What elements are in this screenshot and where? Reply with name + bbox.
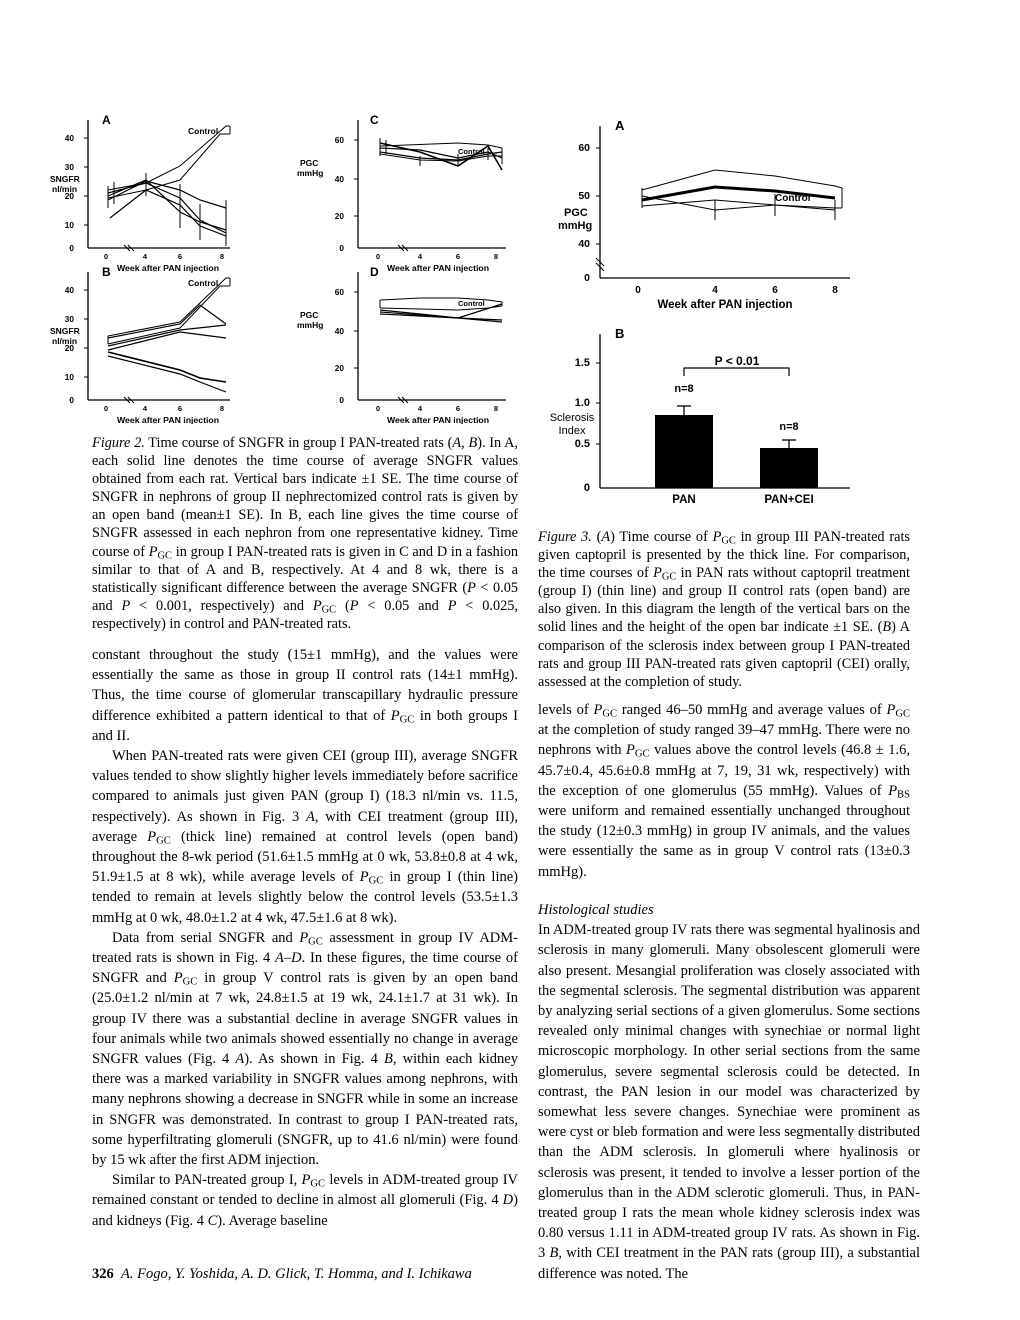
svg-text:8: 8: [220, 252, 224, 261]
svg-text:Control: Control: [188, 126, 218, 136]
svg-text:PGC: PGC: [564, 207, 588, 219]
svg-text:Week after PAN injection: Week after PAN injection: [117, 263, 219, 273]
svg-text:4: 4: [143, 252, 148, 261]
svg-text:0: 0: [104, 404, 108, 413]
svg-text:8: 8: [832, 285, 838, 296]
svg-text:6: 6: [772, 285, 778, 296]
svg-text:mmHg: mmHg: [558, 220, 592, 232]
svg-text:mmHg: mmHg: [297, 320, 323, 330]
svg-text:0: 0: [376, 252, 380, 261]
svg-text:60: 60: [335, 287, 345, 297]
svg-text:SNGFR: SNGFR: [50, 326, 80, 336]
svg-text:60: 60: [578, 142, 590, 154]
svg-text:Week after PAN injection: Week after PAN injection: [657, 299, 792, 311]
svg-text:mmHg: mmHg: [297, 168, 323, 178]
svg-text:0: 0: [376, 404, 380, 413]
svg-text:Week after PAN injection: Week after PAN injection: [387, 415, 489, 424]
svg-text:0: 0: [69, 395, 74, 405]
svg-text:10: 10: [65, 220, 75, 230]
svg-text:0: 0: [339, 395, 344, 405]
svg-text:60: 60: [335, 135, 345, 145]
svg-text:nl/min: nl/min: [52, 184, 77, 194]
svg-text:Index: Index: [559, 425, 586, 437]
svg-text:4: 4: [712, 285, 718, 296]
svg-text:Control: Control: [458, 299, 485, 308]
svg-text:A: A: [102, 113, 111, 127]
svg-text:0: 0: [69, 243, 74, 253]
svg-text:6: 6: [178, 252, 182, 261]
svg-text:PAN: PAN: [672, 494, 695, 506]
svg-text:PGC: PGC: [300, 310, 318, 320]
svg-text:4: 4: [418, 404, 423, 413]
svg-text:D: D: [370, 265, 379, 279]
svg-text:1.5: 1.5: [575, 357, 590, 369]
svg-text:0: 0: [339, 243, 344, 253]
svg-text:10: 10: [65, 372, 75, 382]
svg-text:4: 4: [418, 252, 423, 261]
svg-text:20: 20: [335, 211, 345, 221]
svg-text:1.0: 1.0: [575, 397, 590, 409]
svg-text:SNGFR: SNGFR: [50, 174, 80, 184]
svg-text:nl/min: nl/min: [52, 336, 77, 346]
svg-text:P < 0.01: P < 0.01: [715, 354, 760, 368]
svg-text:C: C: [370, 113, 379, 127]
svg-text:Week after PAN injection: Week after PAN injection: [117, 415, 219, 424]
svg-text:8: 8: [220, 404, 224, 413]
svg-text:0.5: 0.5: [575, 438, 590, 450]
svg-text:8: 8: [494, 252, 498, 261]
svg-text:Control: Control: [188, 278, 218, 288]
svg-text:6: 6: [456, 404, 460, 413]
svg-text:40: 40: [65, 285, 75, 295]
svg-text:0: 0: [584, 272, 590, 284]
svg-text:4: 4: [143, 404, 148, 413]
svg-text:0: 0: [635, 285, 641, 296]
svg-text:A: A: [615, 118, 625, 133]
svg-text:40: 40: [65, 133, 75, 143]
svg-text:PGC: PGC: [300, 158, 318, 168]
svg-text:0: 0: [104, 252, 108, 261]
svg-text:B: B: [615, 326, 624, 341]
svg-text:50: 50: [578, 190, 590, 202]
svg-text:B: B: [102, 265, 111, 279]
svg-text:30: 30: [65, 162, 75, 172]
svg-text:Week after PAN injection: Week after PAN injection: [387, 263, 489, 273]
svg-text:30: 30: [65, 314, 75, 324]
svg-text:20: 20: [335, 363, 345, 373]
svg-text:0: 0: [584, 482, 590, 494]
svg-text:8: 8: [494, 404, 498, 413]
svg-text:6: 6: [178, 404, 182, 413]
svg-text:n=8: n=8: [779, 421, 798, 433]
svg-text:PAN+CEI: PAN+CEI: [764, 494, 813, 506]
svg-text:40: 40: [578, 238, 590, 250]
svg-text:n=8: n=8: [674, 383, 693, 395]
svg-text:Sclerosis: Sclerosis: [550, 412, 595, 424]
svg-text:6: 6: [456, 252, 460, 261]
svg-text:40: 40: [335, 174, 345, 184]
svg-text:40: 40: [335, 326, 345, 336]
